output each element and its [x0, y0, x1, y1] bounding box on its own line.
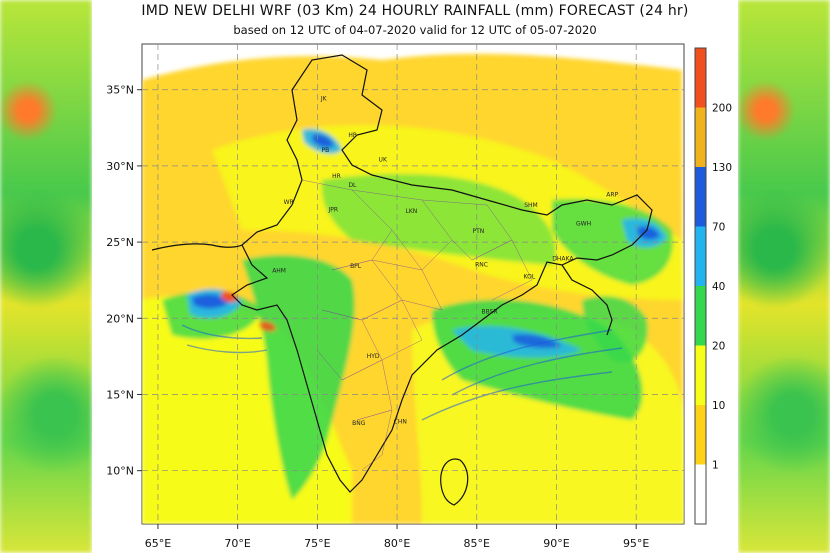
region-label: PB [321, 147, 329, 154]
longitude-tick-label: 75°E [304, 537, 330, 550]
longitude-tick-label: 90°E [543, 537, 569, 550]
colorbar-level-label: 130 [712, 162, 732, 174]
region-label: PTN [472, 228, 484, 235]
region-label: CHN [394, 418, 407, 425]
region-label: HR [332, 173, 341, 180]
colorbar-band [695, 107, 706, 167]
colorbar-level-label: 40 [712, 281, 725, 293]
region-labels: JK HP UK PB HR DL WR JPR LKN PTN SHM ARP GWH AHM BPL RN… [272, 95, 618, 427]
region-label: UK [379, 156, 388, 163]
region-label: JPR [328, 207, 339, 214]
rainfall-map: JK HP UK PB HR DL WR JPR LKN PTN SHM ARP GWH AHM BPL RN… [106, 43, 732, 550]
latitude-tick-label: 35°N [106, 84, 134, 97]
latitude-tick-label: 20°N [106, 312, 134, 325]
india-outline [151, 54, 653, 506]
district-lines [301, 179, 533, 471]
longitude-tick-label: 85°E [464, 537, 490, 550]
colorbar-frame [694, 47, 707, 525]
region-label: RNC [475, 261, 488, 268]
region-label: BNG [352, 420, 366, 427]
colorbar-band [695, 464, 706, 524]
region-label: DL [348, 182, 357, 189]
region-label: GWH [576, 220, 591, 227]
region-label: SHM [524, 202, 538, 209]
colorbar-level-label: 1 [712, 460, 719, 472]
colorbar-level-label: 20 [712, 341, 725, 353]
region-label: KOL [524, 274, 536, 281]
region-label: HP [348, 132, 357, 139]
forecast-subtitle: based on 12 UTC of 04-07-2020 valid for … [233, 23, 597, 37]
latitude-tick-label: 25°N [106, 236, 134, 249]
colorbar-level-label: 200 [712, 103, 732, 115]
forecast-panel: IMD NEW DELHI WRF (03 Km) 24 HOURLY RAIN… [92, 0, 738, 553]
colorbar-level-label: 10 [712, 400, 725, 412]
forecast-title: IMD NEW DELHI WRF (03 Km) 24 HOURLY RAIN… [141, 3, 689, 19]
longitude-tick-label: 95°E [623, 537, 649, 550]
region-label: AHM [272, 268, 286, 275]
map-grid [142, 44, 684, 524]
longitude-ticks: 65°E 70°E 75°E 80°E 85°E 90°E 95°E [145, 524, 649, 550]
latitude-tick-label: 10°N [106, 465, 134, 478]
region-label: DHAKA [552, 255, 574, 262]
colorbar-band [695, 48, 706, 108]
blurred-background-right [738, 0, 830, 553]
region-label: WR [284, 199, 294, 206]
latitude-tick-label: 15°N [106, 388, 134, 401]
rainfall-colorbar: 1 10 20 40 70 130 200 [694, 47, 732, 525]
region-label: HYD [367, 353, 380, 360]
colorbar-band [695, 345, 706, 405]
longitude-tick-label: 70°E [224, 537, 250, 550]
region-label: JK [320, 95, 328, 102]
colorbar-band [695, 405, 706, 465]
colorbar-band [695, 286, 706, 346]
colorbar-level-label: 70 [712, 222, 725, 234]
blurred-background-left [0, 0, 92, 553]
longitude-tick-label: 80°E [384, 537, 410, 550]
rainfall-field [142, 53, 684, 524]
colorbar-band [695, 167, 706, 227]
region-label: BBSR [481, 309, 497, 316]
longitude-tick-label: 65°E [145, 537, 171, 550]
region-label: LKN [406, 208, 418, 215]
region-label: ARP [606, 191, 618, 198]
latitude-tick-label: 30°N [106, 160, 134, 173]
latitude-ticks: 10°N 15°N 20°N 25°N 30°N 35°N [106, 84, 142, 478]
colorbar-band [695, 226, 706, 286]
region-label: BPL [350, 263, 362, 270]
